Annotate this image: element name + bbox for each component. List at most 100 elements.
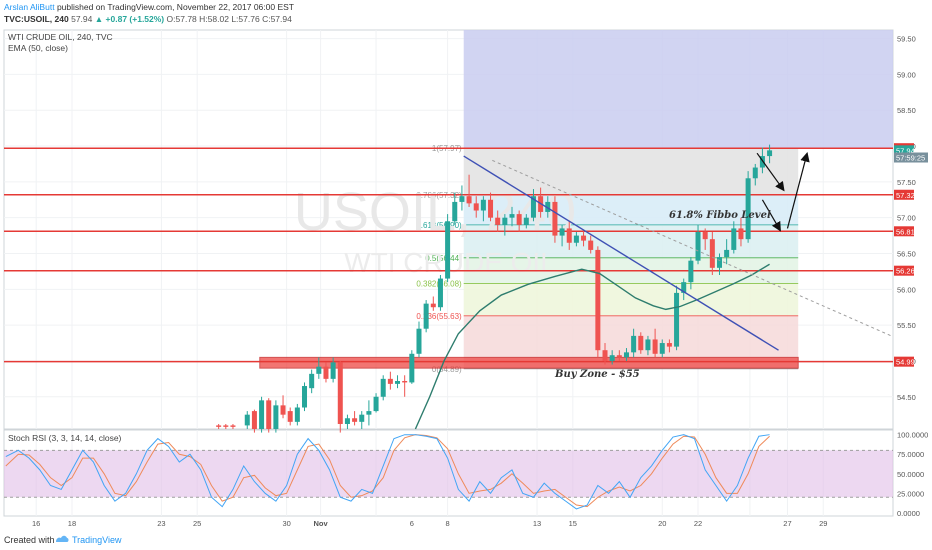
candle: [767, 150, 773, 157]
price-tag-label: 56.81: [896, 227, 915, 236]
time-tick-label: 22: [694, 519, 702, 528]
close-value: C:57.94: [262, 14, 292, 24]
candle: [688, 260, 694, 283]
candle: [251, 411, 257, 429]
candle: [652, 339, 658, 354]
candle: [466, 196, 472, 204]
drawings[interactable]: [4, 152, 893, 510]
candle: [230, 425, 236, 427]
symbol-label: TVC:USOIL, 240: [4, 14, 69, 24]
rsi-tick-label: 75.0000: [897, 450, 924, 459]
downtrend-line: [463, 155, 779, 351]
price-tag-label: 57.94: [896, 146, 915, 155]
annotations: 61.8% Fibbo Level Buy Zone - $55: [554, 210, 771, 380]
candle: [430, 303, 436, 308]
time-tick-label: 30: [282, 519, 290, 528]
price-tag-label: 54.99: [896, 358, 915, 367]
time-tick-label: 20: [658, 519, 666, 528]
candle: [566, 228, 572, 243]
low-value: L:57.76: [231, 14, 260, 24]
price-tick-label: 58.50: [897, 106, 916, 115]
stoch-rsi-band: [4, 450, 893, 498]
candle: [280, 405, 286, 415]
time-tick-label: 23: [157, 519, 165, 528]
time-tick-label: 27: [783, 519, 791, 528]
candle: [259, 400, 265, 429]
candle: [316, 366, 322, 374]
publish-info: published on TradingView.com, November 2…: [56, 2, 294, 12]
candle: [631, 335, 637, 353]
rsi-tick-label: 25.0000: [897, 489, 924, 498]
stoch-k-line: [5, 434, 770, 510]
candle: [366, 411, 372, 415]
candle: [716, 257, 722, 268]
ema-path: [414, 263, 770, 430]
candle: [695, 232, 701, 261]
candle: [395, 381, 401, 384]
fib-level-label: 0.236(55.63): [416, 312, 462, 321]
buy-zone-box: [259, 356, 799, 369]
candle: [473, 203, 479, 211]
rsi-tick-label: 100.0000: [897, 431, 928, 440]
candle: [302, 386, 308, 408]
candle: [724, 249, 730, 258]
candle: [459, 196, 465, 202]
publish-line: Arslan AliButt published on TradingView.…: [4, 2, 294, 12]
candle: [545, 201, 551, 212]
open-value: O:57.78: [166, 14, 197, 24]
candle: [359, 414, 365, 422]
fib-level-label: 0(54.89): [432, 365, 462, 374]
footer-created: Created with: [4, 535, 55, 545]
candle: [609, 355, 615, 361]
price-tag: [894, 152, 928, 163]
author-link[interactable]: Arslan AliButt: [4, 2, 55, 12]
price-tick-label: 59.00: [897, 70, 916, 79]
rsi-tick-label: 50.0000: [897, 470, 924, 479]
legend-ema: EMA (50, close): [8, 43, 68, 53]
high-value: H:58.02: [199, 14, 229, 24]
candle: [402, 381, 408, 383]
time-tick-label: 15: [569, 519, 577, 528]
candle: [244, 414, 250, 426]
candle: [552, 201, 558, 236]
fib-level-label: 0.618(56.90): [416, 221, 462, 230]
projection-arrow: [786, 152, 810, 229]
candle: [666, 343, 672, 347]
candle: [273, 405, 279, 429]
price-tick-label: 59.50: [897, 35, 916, 44]
candle: [623, 352, 629, 358]
candle: [645, 339, 651, 351]
price-tag: [894, 226, 914, 237]
footer: Created with TradingView: [0, 530, 932, 550]
candle: [588, 240, 594, 250]
legend: WTI CRUDE OIL, 240, TVC EMA (50, close) …: [8, 32, 122, 443]
axes: 54.5055.0055.5056.0056.5057.0057.5058.00…: [32, 35, 928, 528]
rsi-tick-label: 0.0000: [897, 509, 920, 518]
price-tag: [894, 145, 914, 156]
candle: [581, 235, 587, 241]
candles: [216, 144, 773, 433]
ema-line: [414, 263, 770, 430]
candle: [216, 425, 222, 427]
time-tick-label: 8: [446, 519, 450, 528]
projection-arrow: [761, 199, 781, 232]
price-tick-label: 54.50: [897, 393, 916, 402]
candle: [702, 232, 708, 240]
fib-level-label: 0.5(56.44): [425, 254, 462, 263]
candle: [423, 303, 429, 329]
legend-stoch-rsi: Stoch RSI (3, 3, 14, 14, close): [8, 433, 122, 443]
candle: [323, 366, 329, 379]
candle: [488, 199, 494, 218]
time-tick-label: 18: [68, 519, 76, 528]
time-tick-label: 16: [32, 519, 40, 528]
fibbo-note: 61.8% Fibbo Level: [669, 210, 771, 221]
time-tick-label: 29: [819, 519, 827, 528]
legend-title: WTI CRUDE OIL, 240, TVC: [8, 32, 113, 42]
candle: [452, 201, 458, 222]
price-tag-label: 56.26: [896, 267, 915, 276]
candle: [659, 343, 665, 354]
dashed-trend-line: [492, 159, 892, 337]
price-tick-label: 56.50: [897, 249, 916, 258]
footer-brand-link[interactable]: TradingView: [72, 535, 122, 545]
